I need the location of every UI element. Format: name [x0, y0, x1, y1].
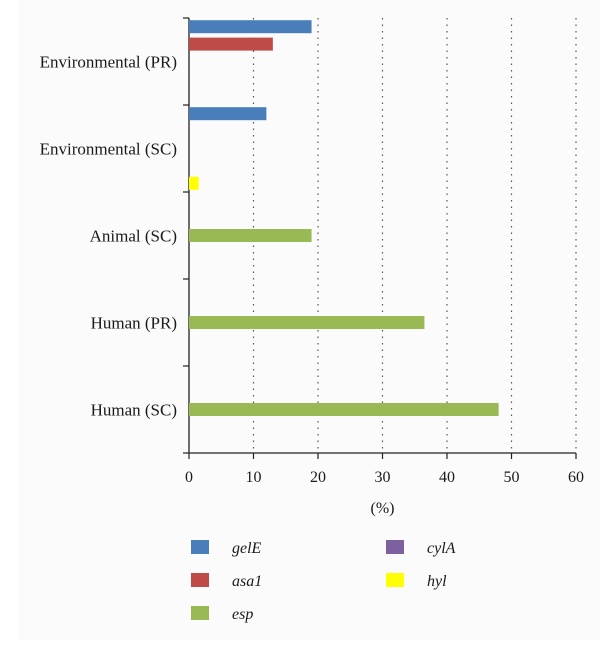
x-tick-label: 60 — [568, 469, 584, 486]
bar-asa1-0 — [189, 37, 273, 51]
legend-swatch-asa1 — [191, 573, 209, 587]
bar-gelE-0 — [189, 20, 312, 34]
x-tick-label: 40 — [439, 469, 455, 486]
legend-swatch-cylA — [386, 540, 404, 554]
legend-label-cylA: cylA — [427, 540, 456, 557]
bar-esp-2 — [189, 229, 312, 242]
x-axis-title: (%) — [371, 500, 395, 517]
legend-label-asa1: asa1 — [232, 573, 262, 590]
category-label: Environmental (PR) — [40, 53, 177, 72]
legend-label-hyl: hyl — [427, 573, 447, 590]
legend-swatch-hyl — [386, 573, 404, 587]
bar-esp-3 — [189, 316, 425, 329]
x-tick-label: 30 — [375, 469, 391, 486]
bar-esp-4 — [189, 403, 499, 416]
x-tick-label: 50 — [504, 469, 520, 486]
bar-gelE-1 — [189, 107, 267, 121]
category-label: Environmental (SC) — [40, 140, 177, 159]
category-label: Human (PR) — [91, 314, 177, 333]
category-label: Human (SC) — [91, 401, 177, 420]
bar-hyl-1 — [189, 176, 199, 190]
legend-swatch-esp — [191, 606, 209, 620]
x-tick-label: 0 — [185, 469, 193, 486]
legend-label-esp: esp — [232, 606, 253, 623]
category-label: Animal (SC) — [90, 227, 177, 246]
x-tick-label: 10 — [246, 469, 262, 486]
x-tick-label: 20 — [310, 469, 326, 486]
legend-label-gelE: gelE — [232, 540, 262, 557]
legend-swatch-gelE — [191, 540, 209, 554]
